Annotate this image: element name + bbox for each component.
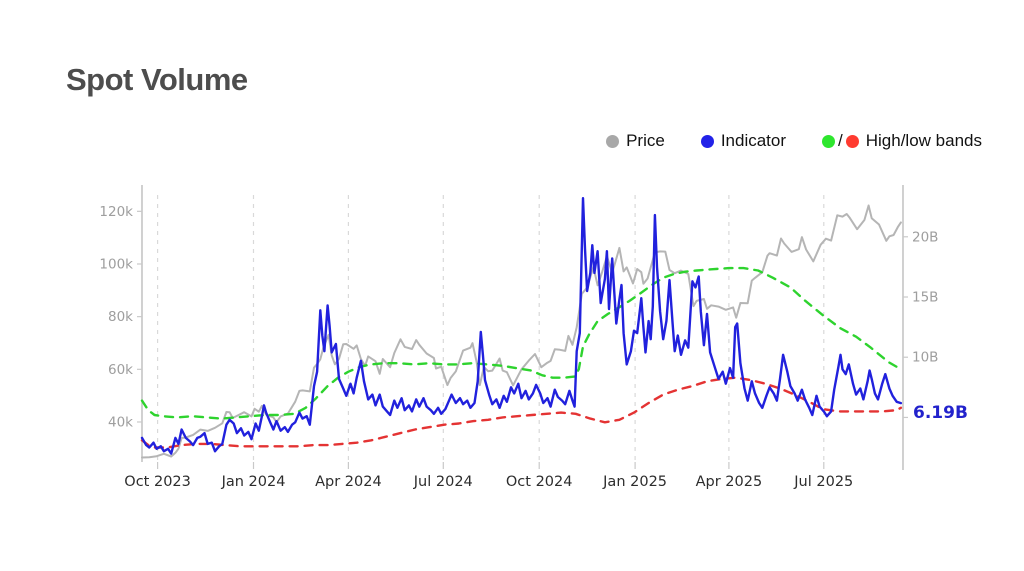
- legend-label: High/low bands: [865, 131, 982, 150]
- left-y-tick-label: 60k: [108, 362, 133, 378]
- x-tick-label: Jan 2024: [221, 474, 286, 490]
- series-low-band-line: [140, 376, 903, 449]
- legend-item-indicator[interactable]: Indicator: [700, 131, 787, 151]
- x-tick-label: Apr 2024: [315, 474, 382, 490]
- series-indicator-line: [140, 196, 903, 455]
- right-y-tick-label: 15B: [912, 290, 938, 306]
- left-y-tick-label: 80k: [108, 309, 133, 325]
- legend-dot-separator: /: [838, 131, 843, 150]
- legend-dot-icon: [700, 134, 714, 148]
- left-y-tick-label: 40k: [108, 414, 133, 430]
- chart-legend: Price Indicator / High/low bands: [606, 131, 982, 151]
- legend-item-high-low-bands[interactable]: / High/low bands: [822, 131, 982, 151]
- legend-label: Price: [626, 131, 665, 150]
- legend-dot-icon: [822, 134, 836, 148]
- page-title: Spot Volume: [66, 62, 248, 97]
- right-y-tick-label: 10B: [912, 350, 938, 366]
- series-price-line: [141, 204, 902, 459]
- x-tick-label: Jan 2025: [602, 474, 667, 490]
- x-tick-label: Oct 2023: [124, 474, 191, 490]
- legend-label: Indicator: [720, 131, 787, 150]
- legend-dot-icon: [845, 134, 859, 148]
- last-value-label: 6.19B: [911, 403, 970, 424]
- x-tick-label: Jul 2024: [413, 474, 473, 490]
- left-y-tick-label: 120k: [99, 204, 133, 220]
- left-y-tick-label: 100k: [99, 256, 133, 272]
- legend-item-price[interactable]: Price: [606, 131, 665, 151]
- right-y-tick-label: 20B: [912, 229, 938, 245]
- x-tick-label: Apr 2025: [696, 474, 763, 490]
- legend-dot-icon: [606, 134, 620, 148]
- series-high-band-line: [140, 266, 903, 420]
- x-tick-label: Oct 2024: [506, 474, 573, 490]
- x-tick-label: Jul 2025: [793, 474, 853, 490]
